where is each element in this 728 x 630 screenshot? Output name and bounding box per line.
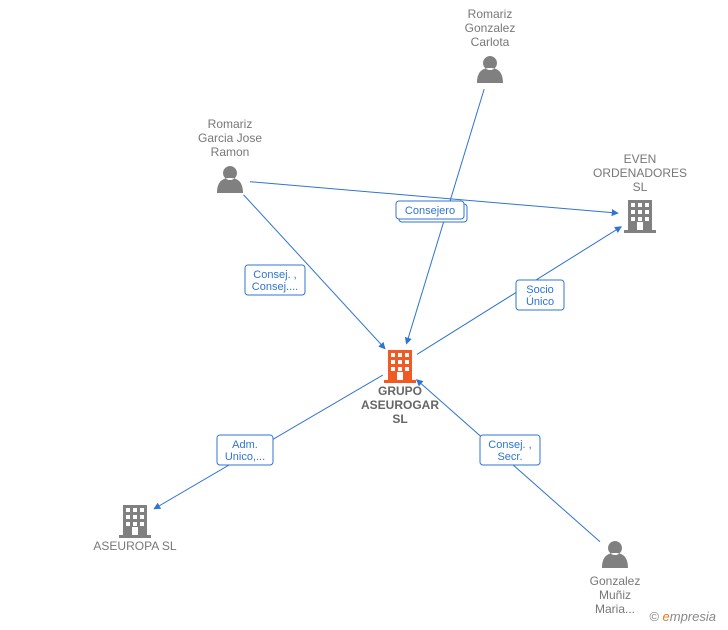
node-label: SL [392,412,407,426]
node-label: GRUPO [378,384,422,398]
node-label: EVEN [624,152,657,166]
svg-text:Único: Único [526,295,554,308]
node-label: Romariz [468,7,513,21]
network-diagram: ConsejeroConsej. ,Consej....SocioÚnicoAd… [0,0,728,630]
node-romariz_carlota[interactable]: RomarizGonzalezCarlota [465,7,516,83]
node-even[interactable]: EVENORDENADORESSL [593,152,687,233]
svg-text:Unico,...: Unico,... [225,451,265,463]
node-aseuropa[interactable]: ASEUROPA SL [93,505,176,553]
node-label: Carlota [471,35,510,49]
node-label: ORDENADORES [593,166,687,180]
edge-label-e_center_even: SocioÚnico [516,280,564,310]
person-icon [217,166,243,193]
building-icon [119,505,151,538]
node-label: SL [633,180,648,194]
node-label: Gonzalez [590,574,641,588]
node-label: Ramon [211,145,250,159]
node-label: Romariz [208,117,253,131]
node-label: Muñiz [599,588,631,602]
edge-label-e_maria_center: Consej. ,Secr. [480,435,540,465]
node-label: Garcia Jose [198,131,262,145]
svg-text:Socio: Socio [526,284,554,296]
brand-first-letter: e [663,609,670,624]
svg-text:Consej....: Consej.... [252,281,298,293]
person-icon [602,541,628,568]
node-label: Gonzalez [465,21,516,35]
svg-text:Consej. ,: Consej. , [488,439,531,451]
edge-label-e_center_aseuropa: Adm.Unico,... [217,435,273,465]
svg-text:Consejero: Consejero [405,205,455,217]
node-gonzalez_maria[interactable]: GonzalezMuñizMaria... [590,541,641,616]
svg-text:Consej. ,: Consej. , [253,269,296,281]
node-center[interactable]: GRUPOASEUROGARSL [361,350,439,426]
brand-rest: mpresia [670,609,716,624]
footer-attribution: © empresia [649,609,716,624]
building-icon [384,350,416,383]
node-label: ASEUROPA SL [93,539,176,553]
node-label: ASEUROGAR [361,398,439,412]
building-icon [624,200,656,233]
svg-text:Secr.: Secr. [497,451,522,463]
edge-label-e_ramon_center: Consej. ,Consej.... [245,265,305,295]
edge-label-e_ramon_even: Consejero [396,201,467,222]
node-label: Maria... [595,602,635,616]
person-icon [477,56,503,83]
copyright-symbol: © [649,609,659,624]
svg-text:Adm.: Adm. [232,439,258,451]
